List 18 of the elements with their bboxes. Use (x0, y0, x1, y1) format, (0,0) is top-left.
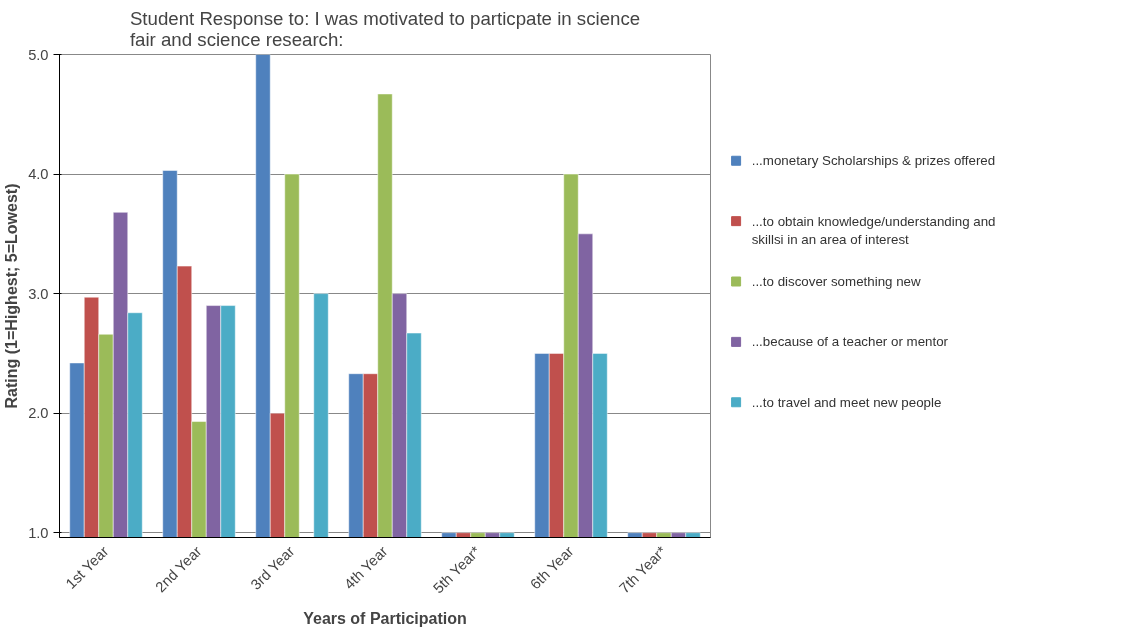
y-axis-title: Rating (1=Highest; 5=Lowest) (3, 183, 21, 409)
x-tick-label: 6th Year (527, 542, 577, 593)
x-tick-label: 1st Year (62, 542, 112, 592)
y-tick-label: 3.0 (28, 285, 49, 302)
legend-label: ...to travel and meet new people (751, 394, 942, 410)
y-tick-label: 2.0 (28, 405, 49, 422)
x-axis-title: Years of Participation (303, 610, 467, 628)
chart-title: Student Response to: I was motivated to particpate in science fair and science research: (129, 7, 641, 50)
y-tick-label: 1.0 (28, 524, 49, 541)
y-tick-label: 4.0 (28, 166, 49, 183)
x-tick-label: 2nd Year (152, 542, 205, 596)
legend-label: ...to discover something new (751, 274, 921, 290)
legend-label: ...because of a teacher or mentor (751, 334, 949, 350)
y-tick-label: 5.0 (28, 46, 49, 63)
x-tick-label: 4th Year (341, 542, 391, 593)
legend-label: ...to obtain knowledge/understanding and skillsi in an area of interest (751, 214, 996, 248)
x-tick-label: 3rd Year (247, 542, 298, 593)
legend-label: ...monetary Scholarships & prizes offered (751, 153, 996, 169)
